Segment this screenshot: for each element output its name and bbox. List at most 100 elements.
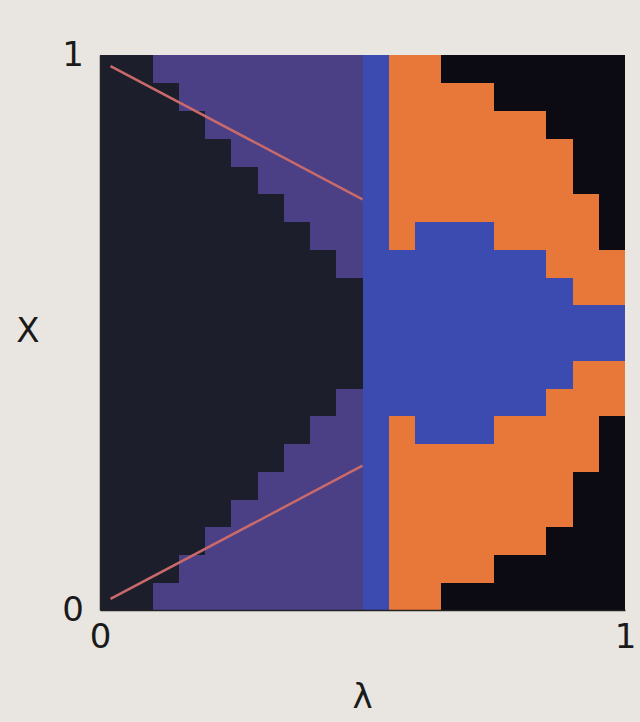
cell — [573, 360, 600, 388]
cell — [573, 527, 600, 555]
cell — [468, 555, 495, 583]
cell — [389, 305, 416, 333]
cell — [205, 471, 232, 499]
cell — [284, 582, 311, 610]
cell — [205, 305, 232, 333]
cell — [415, 333, 442, 361]
cell — [389, 555, 416, 583]
cell — [310, 194, 337, 222]
cell — [573, 55, 600, 83]
cell — [284, 277, 311, 305]
cell — [468, 471, 495, 499]
tick: 0 — [90, 610, 112, 656]
cell — [599, 305, 625, 333]
cell — [336, 277, 363, 305]
cell — [231, 582, 258, 610]
cell — [205, 277, 232, 305]
cell — [415, 83, 442, 111]
cell — [336, 333, 363, 361]
cell — [415, 249, 442, 277]
cell — [310, 138, 337, 166]
cell — [468, 360, 495, 388]
cell — [258, 333, 285, 361]
cell — [546, 499, 573, 527]
cell — [389, 166, 416, 194]
cell — [310, 416, 337, 444]
cell — [231, 360, 258, 388]
cell — [100, 360, 127, 388]
cell — [520, 55, 547, 83]
cell — [284, 527, 311, 555]
cell — [231, 444, 258, 472]
line — [111, 466, 363, 599]
cell — [494, 499, 521, 527]
cell — [100, 471, 127, 499]
cell — [468, 527, 495, 555]
cell — [179, 166, 206, 194]
cell — [546, 416, 573, 444]
tick-label: 0 — [90, 616, 112, 656]
cell — [546, 166, 573, 194]
cell — [100, 55, 127, 83]
cell — [599, 555, 625, 583]
cell — [153, 388, 180, 416]
cell — [258, 222, 285, 250]
cell — [205, 555, 232, 583]
cell — [179, 277, 206, 305]
cell — [179, 138, 206, 166]
cell — [546, 111, 573, 139]
cell — [336, 388, 363, 416]
cell — [231, 194, 258, 222]
cell — [100, 416, 127, 444]
cell — [336, 83, 363, 111]
cell — [363, 499, 390, 527]
cell — [179, 194, 206, 222]
cell — [415, 360, 442, 388]
cell — [284, 249, 311, 277]
cell — [336, 360, 363, 388]
cell — [441, 55, 468, 83]
cell — [415, 111, 442, 139]
cell — [205, 249, 232, 277]
cell — [441, 305, 468, 333]
cell — [363, 582, 390, 610]
cell — [441, 444, 468, 472]
cell — [389, 55, 416, 83]
cell — [153, 444, 180, 472]
cell — [231, 83, 258, 111]
cell — [520, 582, 547, 610]
cell — [336, 111, 363, 139]
cell — [520, 388, 547, 416]
cell — [573, 249, 600, 277]
cell — [573, 222, 600, 250]
cell — [415, 55, 442, 83]
cell — [336, 555, 363, 583]
cell — [205, 388, 232, 416]
cell — [494, 277, 521, 305]
cell — [310, 555, 337, 583]
cell — [599, 194, 625, 222]
cell — [441, 83, 468, 111]
cell — [126, 222, 153, 250]
cell — [573, 138, 600, 166]
cell — [389, 388, 416, 416]
cell — [100, 527, 127, 555]
cell — [363, 111, 390, 139]
cell — [126, 194, 153, 222]
cell — [363, 249, 390, 277]
cell — [363, 277, 390, 305]
cell — [179, 416, 206, 444]
cell — [284, 55, 311, 83]
cell — [468, 194, 495, 222]
cell — [573, 194, 600, 222]
cell — [468, 111, 495, 139]
cell — [153, 249, 180, 277]
cell — [546, 249, 573, 277]
cell — [441, 499, 468, 527]
cell — [468, 277, 495, 305]
cell — [389, 333, 416, 361]
cell — [494, 194, 521, 222]
cell — [258, 471, 285, 499]
cell — [599, 471, 625, 499]
tick-label: 0 — [62, 589, 84, 629]
